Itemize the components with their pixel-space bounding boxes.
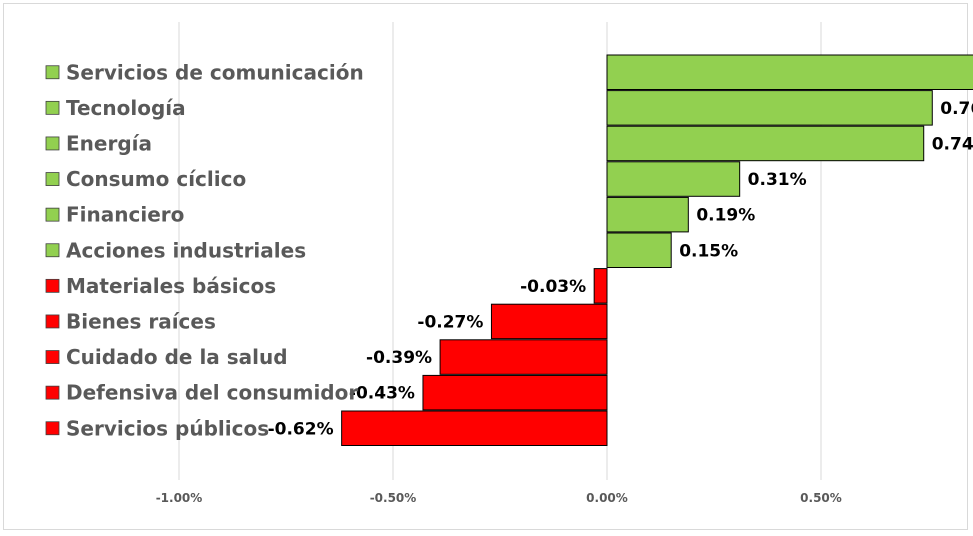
x-tick-label: -1.00% — [156, 491, 203, 505]
legend-swatch — [45, 385, 60, 400]
data-label: 0.76% — [940, 99, 973, 119]
legend-swatch — [45, 136, 60, 151]
bar — [439, 339, 608, 375]
data-label: -0.39% — [366, 348, 432, 368]
bar — [593, 268, 608, 304]
legend-label: Bienes raíces — [66, 309, 216, 333]
data-label: -0.03% — [520, 277, 586, 297]
data-labels: 0.94%0.76%0.74%0.31%0.19%0.15%-0.03%-0.2… — [268, 99, 973, 439]
legend: Servicios de comunicación Tecnología Energ… — [45, 60, 364, 440]
bar — [606, 161, 741, 197]
legend-swatch — [45, 314, 60, 329]
bar — [606, 90, 933, 126]
legend-label: Acciones industriales — [66, 238, 306, 262]
data-label: -0.62% — [268, 419, 334, 439]
legend-label: Defensiva del consumidor — [66, 381, 358, 405]
data-label: 0.15% — [679, 241, 738, 261]
bar — [341, 410, 608, 446]
x-tick-label: 0.00% — [586, 491, 628, 505]
legend-label: Servicios públicos — [66, 416, 269, 440]
bar — [606, 54, 973, 90]
legend-swatch — [45, 243, 60, 258]
data-label: 0.31% — [748, 170, 807, 190]
legend-label: Servicios de comunicación — [66, 60, 364, 84]
bar — [606, 232, 672, 268]
bar — [606, 196, 689, 233]
bar — [606, 125, 925, 162]
data-label: -0.43% — [349, 384, 415, 404]
legend-swatch — [45, 278, 60, 293]
legend-label: Cuidado de la salud — [66, 345, 288, 369]
data-label: -0.27% — [417, 312, 483, 332]
bar — [422, 374, 608, 411]
legend-swatch — [45, 172, 60, 186]
legend-swatch — [45, 421, 60, 436]
data-label: 0.19% — [696, 206, 755, 226]
legend-swatch — [45, 350, 60, 364]
bar — [490, 303, 608, 340]
x-tick-label: -0.50% — [370, 491, 417, 505]
legend-label: Energía — [66, 131, 152, 155]
legend-swatch — [45, 100, 60, 115]
data-label: 0.74% — [932, 134, 973, 154]
legend-label: Materiales básicos — [66, 274, 276, 298]
legend-swatch — [45, 207, 60, 222]
bars — [341, 54, 973, 446]
legend-label: Financiero — [66, 203, 184, 227]
legend-label: Tecnología — [66, 96, 186, 120]
legend-label: Consumo cíclico — [66, 167, 246, 191]
x-axis-ticks: -1.00%-0.50%0.00%0.50%1.00%1.50% — [156, 491, 842, 505]
x-tick-label: 0.50% — [800, 491, 842, 505]
legend-swatch — [45, 65, 60, 80]
